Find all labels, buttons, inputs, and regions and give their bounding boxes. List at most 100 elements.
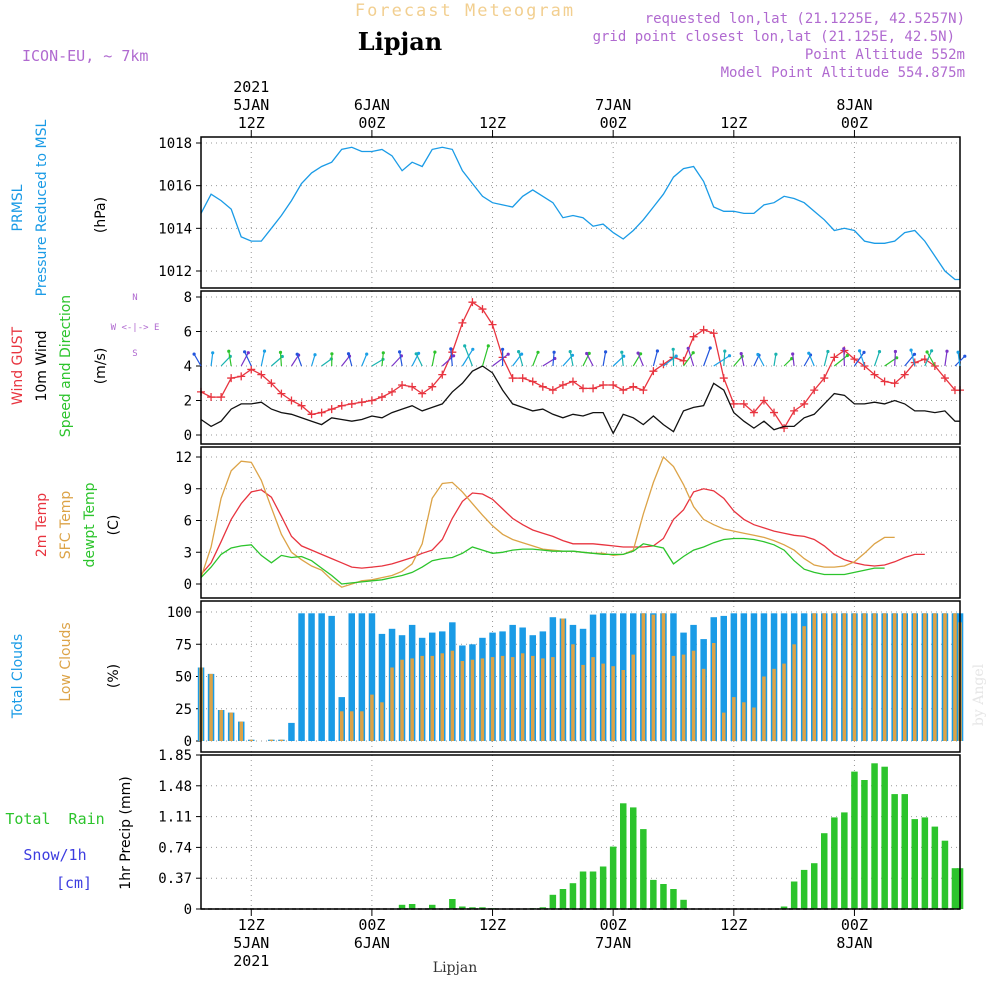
wind-arrow-head [604, 350, 608, 354]
bar-low-clouds [390, 667, 394, 741]
wind-arrow [713, 355, 730, 367]
wind-arrow-head [471, 347, 475, 351]
gust-marker [207, 393, 216, 402]
top-time-label: 00Z [841, 114, 868, 132]
bar-low-clouds [279, 739, 284, 741]
wind-arrow-head [877, 350, 882, 354]
panel-frame [200, 290, 961, 445]
wind-arrow [399, 351, 403, 367]
wind-arrow [552, 352, 555, 367]
bar-low-clouds [440, 653, 444, 741]
wind-arrow-head [227, 349, 231, 353]
wind-arrow [859, 350, 866, 367]
bar-low-clouds [822, 613, 826, 741]
wind-arrow-head [956, 350, 960, 354]
panel-frame [200, 446, 961, 599]
wind-arrow-head [774, 352, 778, 356]
gust-marker [508, 374, 517, 383]
wind-arrow-head [691, 351, 695, 355]
bar-low-clouds [953, 613, 957, 741]
bar-low-clouds [772, 668, 776, 741]
wind-arrow [957, 352, 961, 367]
bar-low-clouds [229, 712, 233, 741]
snow-label: Snow/1h [23, 846, 86, 864]
bar-total-rain [800, 869, 808, 909]
bottom-date-label: 6JAN [354, 934, 390, 952]
bar-low-clouds [340, 711, 344, 741]
wind-arrow [740, 353, 745, 367]
bar-low-clouds [712, 643, 716, 741]
wind-arrow-head [739, 352, 743, 356]
bar-total-rain [620, 803, 627, 909]
gust-marker [749, 408, 758, 417]
grid-point-coords: grid point closest lon,lat (21.125E, 42.… [593, 29, 955, 45]
bottom-year-label: 2021 [233, 952, 269, 970]
panel-pressure: 1012 1014 1016 1018 [158, 136, 961, 289]
wind-arrow-head [211, 351, 215, 355]
wind-arrow [260, 350, 266, 367]
gust-marker [367, 396, 376, 405]
wind-arrow-head [723, 349, 727, 353]
gust-marker [770, 408, 779, 417]
wind-arrow [663, 355, 677, 367]
wind-arrow [321, 358, 332, 367]
wind-arrow [228, 351, 232, 367]
wind-arrow-head [893, 349, 898, 354]
gust-marker [438, 370, 447, 379]
gust-marker [257, 370, 266, 379]
bar-total-rain [831, 817, 838, 909]
bottom-time-label: 00Z [841, 916, 868, 934]
wind-arrow [637, 352, 644, 367]
sfc-temp-label: SFC Temp [58, 491, 74, 560]
time-axis: 12Z5JAN202112Z5JAN202100Z6JAN00Z6JAN12Z1… [233, 78, 872, 970]
gust-marker [739, 399, 748, 408]
wind-labels: Wind GUST 10m Wind Speed and Direction (… [10, 293, 159, 437]
gust-marker [709, 329, 718, 338]
bar-low-clouds [219, 710, 223, 741]
wind-arrow [944, 351, 948, 367]
bar-low-clouds [661, 613, 666, 741]
y-tick-label: 9 [184, 482, 192, 498]
wind-arrow [311, 354, 316, 367]
wind-arrow-head [909, 348, 913, 352]
y-tick-label: 0.37 [158, 871, 192, 887]
gust-marker [277, 389, 286, 398]
wind-arrow [542, 357, 556, 367]
speed-direction-label: Speed and Direction [58, 295, 74, 437]
bar-low-clouds [249, 739, 253, 741]
bar-total-rain [559, 889, 567, 909]
bar-total-rain [851, 771, 858, 909]
gust-label: Wind GUST [10, 326, 26, 405]
compass-s: S [132, 349, 137, 359]
gust-marker [609, 380, 618, 389]
y-tick-label: 3 [184, 545, 192, 561]
wind-arrow [279, 352, 282, 367]
bar-total-rain [660, 884, 667, 909]
wind-arrow-head [622, 354, 626, 358]
bar-total-rain [449, 899, 456, 909]
wind-arrow-head [520, 352, 524, 356]
wind-arrow-head [295, 352, 299, 356]
y-tick-label: 1018 [158, 136, 192, 152]
gust-marker [337, 401, 346, 410]
bar-total-rain [398, 904, 406, 909]
wind-arrow-head [278, 350, 283, 354]
gust-marker [307, 410, 316, 419]
bar-low-clouds [882, 613, 887, 741]
gust-marker [247, 365, 256, 374]
wind-arrow-head [845, 353, 850, 358]
cloud-labels: Total Clouds Low Clouds (%) [10, 622, 122, 719]
bar-total-rain [790, 881, 798, 909]
wind-arrow [381, 352, 384, 367]
bottom-time-label: 00Z [600, 916, 627, 934]
wind-arrow-head [858, 349, 862, 353]
gust-marker [719, 374, 728, 383]
y-tick-label: 0 [184, 577, 192, 593]
wind-arrow [602, 351, 607, 367]
series-line-sfc-temp [200, 455, 895, 588]
dewpt-label: dewpt Temp [82, 482, 98, 567]
wind-arrow-head [655, 349, 660, 353]
bar-low-clouds [802, 626, 806, 741]
top-date-label: 7JAN [595, 96, 631, 114]
